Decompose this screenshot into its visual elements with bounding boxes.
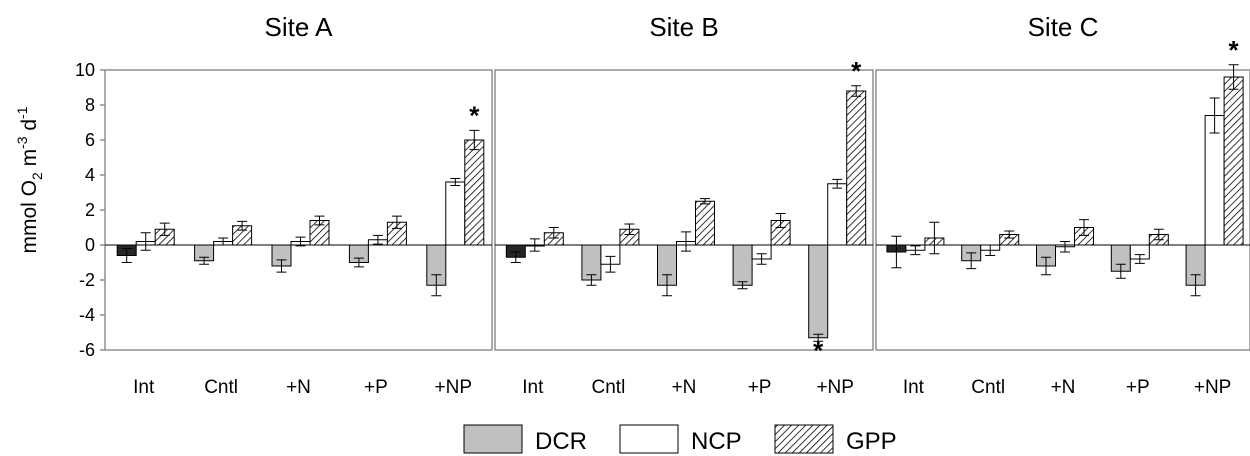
legend-swatch [774,424,834,454]
category-label: Cntl [204,377,238,398]
y-tick-label: 10 [75,60,95,80]
legend-label: DCR [535,428,587,455]
category-label: +NP [1194,377,1232,398]
category-label: +P [364,377,388,398]
site-title: Site C [1028,12,1099,42]
category-label: +NP [816,377,854,398]
y-tick-label: -2 [79,270,95,290]
chart-panels: 10 8 6 4 2 0 -2 -4 -6 Site A Int Cntl +N +P * +NP Site B… [75,12,1250,398]
bar [695,200,715,246]
y-tick-label: 4 [85,165,95,185]
site-title: Site B [649,12,718,42]
significance-marker: * [1229,35,1240,65]
bar [1223,76,1244,246]
category-label: +P [748,377,772,398]
legend-swatch [619,424,679,454]
category-label: Int [903,377,925,398]
category-label: Cntl [971,377,1005,398]
y-axis-label: mmol O2 m-3 d-1 [14,106,45,253]
legend-label: GPP [846,428,897,455]
panel-frame [875,69,1250,351]
panel-frame [104,69,493,351]
bar [808,244,829,339]
legend: DCR NCP GPP [463,424,897,455]
significance-marker: * [469,100,480,130]
panel-frame [494,69,874,351]
category-label: Int [133,377,155,398]
y-tick-label: -6 [79,340,95,360]
category-label: +P [1126,377,1150,398]
bar [827,183,848,246]
bar [1204,115,1225,246]
y-tick-label: 0 [85,235,95,255]
site-title: Site A [265,12,334,42]
category-label: +NP [435,377,473,398]
category-label: +N [286,377,311,398]
legend-swatch [463,424,523,454]
category-label: Cntl [592,377,626,398]
category-label: +N [672,377,697,398]
y-tick-label: 6 [85,130,95,150]
legend-label: NCP [691,428,742,455]
bar [464,139,485,246]
bar [846,90,867,246]
category-label: Int [522,377,544,398]
significance-marker: * [851,56,862,86]
y-tick-label: 8 [85,95,95,115]
y-tick-label: -4 [79,305,95,325]
significance-marker: * [813,335,824,365]
y-tick-label: 2 [85,200,95,220]
category-label: +N [1051,377,1076,398]
bar [732,244,753,286]
bar [445,181,466,246]
